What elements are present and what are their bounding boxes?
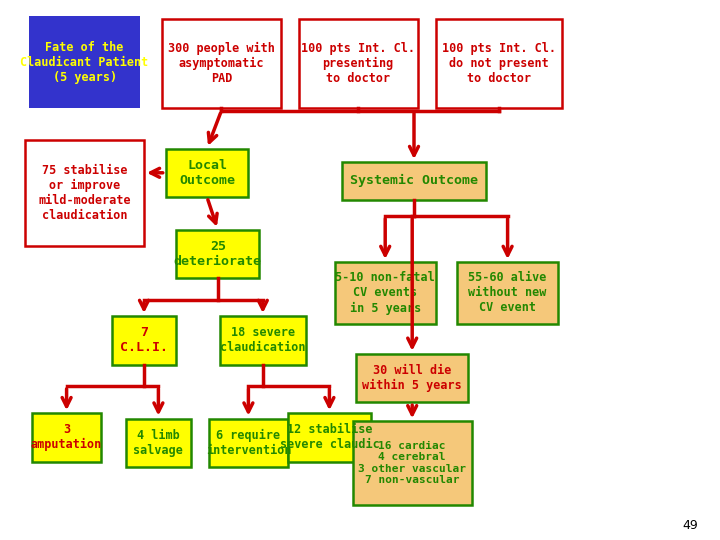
FancyBboxPatch shape: [342, 162, 486, 200]
Text: Fate of the
Claudicant Patient
(5 years): Fate of the Claudicant Patient (5 years): [20, 40, 149, 84]
Text: 12 stabilise
severe claudic: 12 stabilise severe claudic: [279, 423, 379, 451]
FancyBboxPatch shape: [299, 19, 418, 108]
Text: 3
amputation: 3 amputation: [31, 423, 102, 451]
Text: 18 severe
claudication: 18 severe claudication: [220, 326, 305, 354]
FancyBboxPatch shape: [335, 262, 436, 324]
FancyBboxPatch shape: [353, 421, 472, 505]
Text: Systemic Outcome: Systemic Outcome: [350, 174, 478, 187]
FancyBboxPatch shape: [32, 413, 101, 462]
Text: 300 people with
asymptomatic
PAD: 300 people with asymptomatic PAD: [168, 42, 275, 85]
FancyBboxPatch shape: [166, 148, 248, 197]
FancyBboxPatch shape: [209, 418, 288, 467]
Text: Local
Outcome: Local Outcome: [179, 159, 235, 187]
FancyBboxPatch shape: [112, 316, 176, 364]
Text: 25
deteriorate: 25 deteriorate: [174, 240, 262, 268]
FancyBboxPatch shape: [29, 16, 140, 108]
FancyBboxPatch shape: [162, 19, 281, 108]
Text: 75 stabilise
or improve
mild-moderate
claudication: 75 stabilise or improve mild-moderate cl…: [38, 164, 131, 222]
FancyBboxPatch shape: [220, 316, 306, 364]
FancyBboxPatch shape: [25, 140, 144, 246]
Text: 7
C.L.I.: 7 C.L.I.: [120, 326, 168, 354]
FancyBboxPatch shape: [288, 413, 371, 462]
FancyBboxPatch shape: [176, 230, 259, 278]
FancyBboxPatch shape: [436, 19, 562, 108]
Text: 5-10 non-fatal
CV events
in 5 years: 5-10 non-fatal CV events in 5 years: [336, 272, 435, 314]
Text: 30 will die
within 5 years: 30 will die within 5 years: [362, 364, 462, 392]
FancyBboxPatch shape: [457, 262, 558, 324]
Text: 4 limb
salvage: 4 limb salvage: [133, 429, 184, 457]
Text: 16 cardiac
4 cerebral
3 other vascular
7 non-vascular: 16 cardiac 4 cerebral 3 other vascular 7…: [359, 441, 467, 485]
FancyBboxPatch shape: [356, 354, 468, 402]
FancyBboxPatch shape: [126, 418, 191, 467]
Text: 6 require
intervention: 6 require intervention: [206, 429, 291, 457]
Text: 100 pts Int. Cl.
presenting
to doctor: 100 pts Int. Cl. presenting to doctor: [301, 42, 415, 85]
Text: 49: 49: [683, 519, 698, 532]
Text: 100 pts Int. Cl.
do not present
to doctor: 100 pts Int. Cl. do not present to docto…: [441, 42, 556, 85]
Text: 55-60 alive
without new
CV event: 55-60 alive without new CV event: [469, 272, 546, 314]
